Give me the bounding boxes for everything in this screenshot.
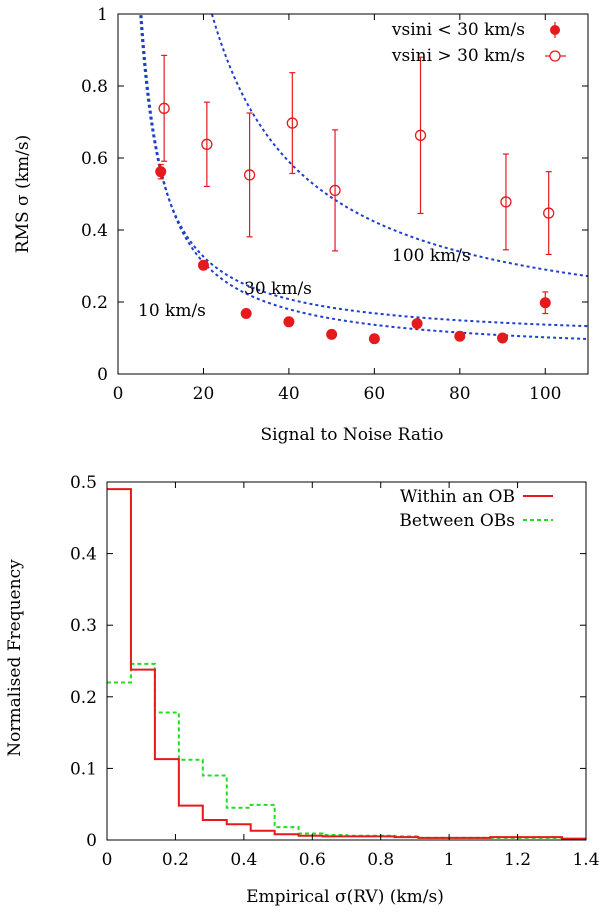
point-filled xyxy=(411,318,423,330)
x-tick-label: 40 xyxy=(278,384,300,404)
point-filled xyxy=(368,333,380,345)
x-axis-label-bottom: Empirical σ(RV) (km/s) xyxy=(246,887,444,907)
point-open xyxy=(201,138,213,150)
axis-ticks-bottom: 0 0.2 0.4 0.6 0.8 1 1.2 1.4 0 0.1 0.2 0.3 0.4 0.5 xyxy=(70,473,600,870)
curve-label-30: 30 km/s xyxy=(244,279,312,299)
legend: vsini < 30 km/s vsini > 30 km/s xyxy=(391,20,566,66)
x-tick-label: 0 xyxy=(113,384,124,404)
curve-label-10: 10 km/s xyxy=(138,301,206,321)
data-points xyxy=(155,54,555,345)
curve-label-100: 100 km/s xyxy=(392,246,471,266)
point-filled xyxy=(454,330,466,342)
histogram-between-obs xyxy=(107,662,586,841)
y-axis-label-bottom: Normalised Frequency xyxy=(5,559,25,757)
velocity-curves xyxy=(139,14,588,340)
x-tick-label-bottom: 0.6 xyxy=(299,850,326,870)
y-tick-label-bottom: 0.2 xyxy=(70,688,97,708)
legend-label-open: vsini > 30 km/s xyxy=(391,46,525,66)
point-open xyxy=(286,117,298,129)
x-tick-label-bottom: 1.2 xyxy=(504,850,531,870)
x-tick-label: 60 xyxy=(364,384,386,404)
x-tick-label-bottom: 0 xyxy=(102,850,113,870)
legend-label-within: Within an OB xyxy=(400,487,515,507)
histogram-steps xyxy=(107,488,586,841)
x-axis-label: Signal to Noise Ratio xyxy=(261,425,444,445)
y-tick-label: 0.8 xyxy=(81,77,108,97)
point-open xyxy=(414,129,427,141)
point-open xyxy=(243,169,256,181)
plot-frame xyxy=(117,13,589,375)
y-tick-label-bottom: 0.4 xyxy=(70,545,97,565)
histogram-within-ob xyxy=(107,488,586,840)
rms-vs-snr-chart: 0 20 40 60 80 100 0 0.2 0.4 0.6 0.8 1 Signal to Noi… xyxy=(13,5,589,445)
x-tick-label-bottom: 1.4 xyxy=(572,850,599,870)
y-tick-label: 0.4 xyxy=(81,221,108,241)
curve-10-km-s xyxy=(139,14,588,328)
axis-ticks: 0 20 40 60 80 100 0 0.2 0.4 0.6 0.8 1 xyxy=(81,5,588,404)
point-open xyxy=(500,196,512,208)
curve-30-km-s xyxy=(140,14,588,340)
point-filled xyxy=(283,316,295,328)
point-filled xyxy=(155,166,167,178)
y-tick-label-bottom: 0.1 xyxy=(70,759,97,779)
legend-label-between: Between OBs xyxy=(399,511,515,531)
x-tick-label-bottom: 1 xyxy=(444,850,455,870)
point-filled xyxy=(539,297,551,309)
x-tick-label-bottom: 0.4 xyxy=(230,850,257,870)
point-filled xyxy=(497,332,509,344)
legend-bottom: Within an OB Between OBs xyxy=(399,487,553,531)
x-tick-label: 80 xyxy=(449,384,471,404)
point-filled xyxy=(197,259,209,271)
x-tick-label: 100 xyxy=(529,384,561,404)
y-tick-label: 0 xyxy=(97,365,108,385)
y-axis-label: RMS σ (km/s) xyxy=(13,135,33,253)
legend-marker-open xyxy=(549,50,561,62)
point-filled xyxy=(240,308,252,320)
sigma-histogram-chart: 0 0.2 0.4 0.6 0.8 1 1.2 1.4 0 0.1 0.2 0.3 0.4 0.5 Emp… xyxy=(5,473,600,907)
y-tick-label-bottom: 0.5 xyxy=(70,473,97,493)
y-tick-label-bottom: 0.3 xyxy=(70,616,97,636)
point-open xyxy=(543,207,555,219)
y-tick-label: 0.2 xyxy=(81,293,108,313)
point-open xyxy=(329,184,341,197)
curve-100-km-s xyxy=(210,14,588,278)
y-tick-label: 0.6 xyxy=(81,149,108,169)
plot-frame-bottom xyxy=(106,481,587,841)
legend-label-filled: vsini < 30 km/s xyxy=(391,20,525,40)
point-filled xyxy=(326,328,338,340)
point-open xyxy=(158,102,170,114)
curve-labels: 10 km/s 30 km/s 100 km/s xyxy=(138,246,471,321)
x-tick-label-bottom: 0.8 xyxy=(367,850,394,870)
y-tick-label: 1 xyxy=(97,5,108,25)
x-tick-label-bottom: 0.2 xyxy=(162,850,189,870)
x-tick-label: 20 xyxy=(193,384,215,404)
y-tick-label-bottom: 0 xyxy=(86,831,97,851)
